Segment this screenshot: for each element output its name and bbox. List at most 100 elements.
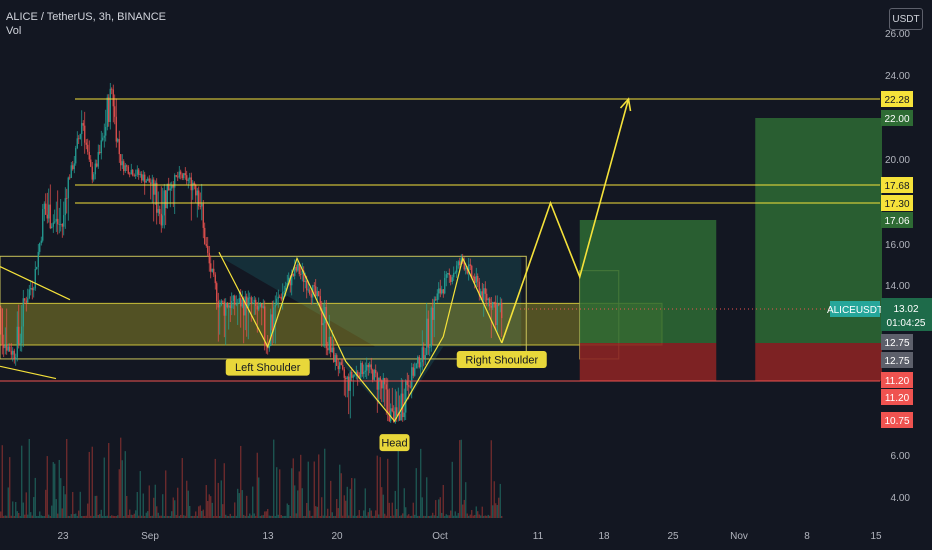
volume-bar — [486, 515, 488, 518]
candle-body — [37, 251, 39, 268]
volume-bar — [340, 473, 342, 518]
volume-bar — [66, 439, 68, 518]
annotation-bg-1 — [225, 358, 310, 376]
price-label-bg-4 — [881, 195, 913, 211]
symbol-title[interactable]: ALICE / TetherUS, 3h, BINANCE — [6, 11, 166, 23]
candle-body — [109, 88, 111, 122]
volume-bar — [298, 471, 300, 518]
candle-body — [346, 376, 348, 380]
candle-body — [493, 302, 495, 303]
candle-body — [285, 287, 287, 292]
volume-bar — [295, 513, 297, 518]
volume-bar — [315, 506, 317, 518]
candle-body — [241, 299, 243, 307]
candle-body — [103, 135, 105, 138]
volume-bar — [418, 515, 420, 518]
candle-body — [471, 265, 473, 277]
volume-bar — [33, 497, 35, 518]
candle-body — [420, 362, 422, 368]
candle-body — [25, 300, 27, 303]
candle-body — [117, 139, 119, 142]
candle-body — [258, 306, 260, 310]
candle-body — [177, 176, 179, 178]
candle-body — [91, 166, 93, 180]
candle-body — [370, 364, 372, 370]
candle-body — [333, 347, 335, 363]
candle-body — [139, 174, 141, 175]
candle-body — [427, 318, 429, 348]
volume-bar — [303, 516, 305, 518]
volume-bar — [477, 511, 479, 518]
time-axis[interactable]: 23 Sep 13 20 Oct 11 18 25 Nov 8 15 — [57, 531, 882, 542]
volume-label[interactable]: Vol — [6, 25, 22, 37]
candle-body — [18, 326, 20, 345]
candle-body — [316, 291, 318, 297]
volume-bar — [144, 515, 146, 518]
volume-bar — [445, 514, 447, 518]
volume-bar — [171, 511, 173, 518]
candle-body — [495, 302, 497, 326]
candle-body — [162, 215, 164, 226]
volume-bar — [366, 515, 368, 518]
volume-bar — [282, 516, 284, 518]
price-tick: 4.00 — [891, 493, 911, 504]
candle-body — [70, 165, 72, 178]
volume-bar — [241, 490, 243, 518]
candle-body — [58, 224, 60, 225]
volume-bar — [15, 501, 17, 518]
candle-body — [408, 385, 410, 387]
candle-body — [126, 165, 128, 167]
candle-body — [444, 277, 446, 294]
price-axis[interactable]: 26.00 24.00 20.00 16.00 14.00 6.00 4.00 22.28 22… — [827, 29, 932, 504]
candle-body — [192, 182, 194, 191]
volume-bar — [256, 452, 258, 518]
volume-bar — [202, 509, 204, 518]
candle-body — [21, 326, 23, 344]
volume-bar — [37, 515, 39, 518]
volume-bar — [217, 482, 219, 518]
candle-body — [223, 301, 225, 316]
candle-body — [112, 89, 114, 107]
volume-bar — [45, 489, 47, 518]
candle-body — [127, 166, 129, 174]
candle-body — [477, 276, 479, 282]
volume-bar — [361, 515, 363, 518]
volume-bar — [205, 485, 207, 518]
volume-bar — [187, 490, 189, 518]
volume-bar — [48, 514, 50, 518]
volume-bar — [376, 455, 378, 518]
volume-bar — [346, 486, 348, 518]
volume-bar — [46, 456, 48, 518]
candle-body — [393, 411, 395, 423]
price-tick: 14.00 — [885, 281, 910, 292]
volume-bar — [289, 515, 291, 518]
candle-body — [240, 298, 242, 307]
price-label-10: 10.75 — [884, 416, 909, 427]
volume-bar — [375, 510, 377, 518]
candle-body — [81, 123, 83, 135]
price-label-bg-1 — [881, 91, 913, 107]
candle-body — [213, 268, 215, 275]
volume-bar — [258, 477, 260, 518]
volume-bar — [354, 478, 356, 518]
currency-button[interactable]: USDT — [889, 8, 923, 30]
volume-bar — [450, 510, 452, 518]
candle-body — [409, 386, 411, 388]
volume-bar — [388, 502, 390, 518]
volume-bar — [213, 515, 215, 518]
volume-bar — [123, 515, 125, 518]
candle-body — [354, 374, 356, 376]
volume-bar — [348, 515, 350, 518]
last-price-bg — [881, 298, 932, 331]
volume-bar — [331, 512, 333, 518]
candle-body — [94, 163, 96, 175]
candle-body — [54, 221, 56, 223]
volume-bar — [105, 515, 107, 518]
volume-bar — [216, 515, 218, 518]
candle-body — [147, 178, 149, 181]
candle-body — [168, 183, 170, 191]
volume-bar — [9, 457, 11, 518]
candle-body — [166, 183, 168, 209]
volume-bar — [495, 503, 497, 518]
